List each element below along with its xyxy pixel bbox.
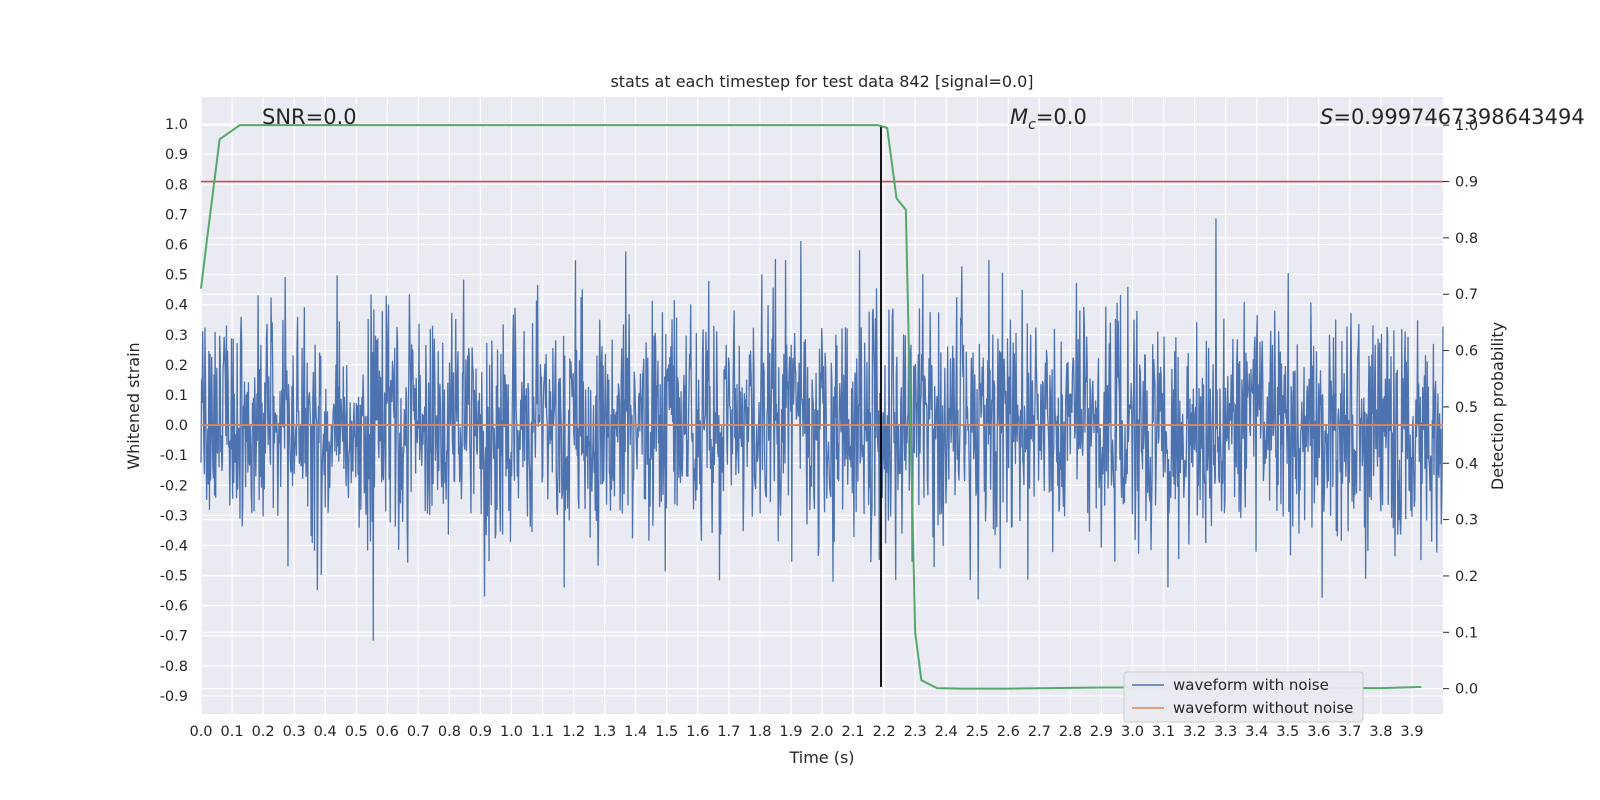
x-tick-label: 1.4: [624, 724, 647, 740]
legend-label-clean: waveform without noise: [1173, 699, 1353, 717]
y2-tick-label: 0.2: [1455, 569, 1478, 585]
y-tick-label: 0.6: [165, 237, 188, 253]
x-tick-label: 1.9: [779, 724, 802, 740]
x-tick-label: 0.9: [469, 724, 492, 740]
x-tick-label: 2.2: [873, 724, 896, 740]
y-tick-label: -0.1: [160, 448, 188, 464]
mc-subscript: c: [1028, 117, 1036, 133]
y-tick-label: 0.2: [165, 358, 188, 374]
x-tick-label: 0.4: [314, 724, 337, 740]
y-tick-label: 0.9: [165, 147, 188, 163]
y-tick-label: -0.4: [160, 538, 188, 554]
y-tick-label: 0.0: [165, 418, 188, 434]
x-tick-label: 1.7: [717, 724, 740, 740]
x-tick-label: 0.2: [252, 724, 275, 740]
y-tick-label: 0.4: [165, 298, 188, 314]
x-tick-label: 3.6: [1307, 724, 1330, 740]
x-axis-label: Time (s): [788, 748, 854, 767]
x-tick-label: 3.1: [1152, 724, 1175, 740]
x-tick-label: 2.8: [1059, 724, 1082, 740]
y2-tick-label: 0.5: [1455, 400, 1478, 416]
y-tick-label: 0.5: [165, 268, 188, 284]
y2-tick-label: 0.0: [1455, 682, 1478, 698]
x-tick-label: 2.3: [904, 724, 927, 740]
y-tick-label: -0.7: [160, 629, 188, 645]
x-tick-label: 3.8: [1369, 724, 1392, 740]
x-tick-label: 2.0: [810, 724, 833, 740]
x-tick-label: 0.7: [407, 724, 430, 740]
x-tick-label: 1.3: [593, 724, 616, 740]
x-tick-label: 0.8: [438, 724, 461, 740]
x-tick-label: 3.9: [1400, 724, 1423, 740]
x-tick-label: 1.5: [655, 724, 678, 740]
y-tick-label: -0.6: [160, 599, 188, 615]
y2-tick-label: 0.4: [1455, 456, 1478, 472]
x-tick-label: 0.5: [345, 724, 368, 740]
y-tick-label: 0.1: [165, 388, 188, 404]
x-tick-label: 2.6: [997, 724, 1020, 740]
x-tick-label: 3.3: [1214, 724, 1237, 740]
x-tick-labels: 0.0 0.1 0.2 0.3 0.4 0.5 0.6 0.7 0.8 0.9 1.0 1.1 1.2 1…: [189, 724, 1423, 740]
s-symbol: S: [1320, 105, 1333, 129]
y2-tick-label: 0.1: [1455, 625, 1478, 641]
y2-tick-label: 0.6: [1455, 344, 1478, 360]
x-tick-label: 3.2: [1183, 724, 1206, 740]
x-tick-label: 3.0: [1121, 724, 1144, 740]
y-tick-label: 1.0: [165, 117, 188, 133]
waveform-with-noise-line: [200, 218, 1444, 641]
x-tick-label: 2.4: [935, 724, 958, 740]
mc-annotation: Mc=0.0: [1010, 105, 1087, 133]
x-tick-label: 3.7: [1338, 724, 1361, 740]
snr-annotation: SNR=0.0: [262, 105, 357, 129]
x-tick-label: 3.5: [1276, 724, 1299, 740]
x-tick-label: 0.0: [189, 724, 212, 740]
mc-symbol: M: [1010, 105, 1028, 129]
x-tick-label: 2.9: [1090, 724, 1113, 740]
y2-tick-label: 0.9: [1455, 175, 1478, 191]
x-tick-label: 2.7: [1028, 724, 1051, 740]
x-tick-label: 2.1: [842, 724, 865, 740]
s-annotation: S=0.9997467398643494: [1320, 105, 1585, 129]
y-tick-label: -0.3: [160, 508, 188, 524]
legend-label-noise: waveform with noise: [1173, 676, 1329, 694]
y2-axis-label: Detection probability: [1488, 322, 1507, 490]
legend: waveform with noise waveform without noi…: [1123, 671, 1364, 723]
x-tick-label: 1.2: [562, 724, 585, 740]
x-tick-label: 0.6: [376, 724, 399, 740]
y2-tick-labels: 1.0 0.9 0.8 0.7 0.6 0.5 0.4 0.3 0.2 0.1 0.0: [1443, 118, 1478, 698]
x-tick-label: 2.5: [966, 724, 989, 740]
mc-value: =0.0: [1036, 105, 1087, 129]
x-tick-label: 1.8: [748, 724, 771, 740]
y2-tick-label: 0.8: [1455, 231, 1478, 247]
legend-box: [1123, 671, 1364, 723]
chart-title: stats at each timestep for test data 842…: [610, 72, 1033, 91]
x-tick-label: 1.6: [686, 724, 709, 740]
x-tick-label: 0.1: [221, 724, 244, 740]
x-tick-label: 0.3: [283, 724, 306, 740]
y-tick-label: 0.3: [165, 328, 188, 344]
y2-tick-label: 0.7: [1455, 287, 1478, 303]
s-value: =0.9997467398643494: [1333, 105, 1584, 129]
y2-tick-label: 0.3: [1455, 513, 1478, 529]
y-tick-label: -0.5: [160, 569, 188, 585]
y-tick-label: -0.2: [160, 478, 188, 494]
y-tick-label: -0.9: [160, 689, 188, 705]
y-tick-label: 0.8: [165, 177, 188, 193]
x-tick-label: 1.1: [531, 724, 554, 740]
y-axis-label: Whitened strain: [124, 342, 143, 469]
x-tick-label: 3.4: [1245, 724, 1268, 740]
x-tick-label: 1.0: [500, 724, 523, 740]
series-waveform-with-noise: [200, 218, 1444, 641]
y-tick-labels: 1.0 0.9 0.8 0.7 0.6 0.5 0.4 0.3 0.2 0.1 0.0 -0.1 -0.…: [160, 117, 188, 705]
y-tick-label: 0.7: [165, 207, 188, 223]
y2-tick-label: 1.0: [1455, 118, 1478, 134]
y-tick-label: -0.8: [160, 659, 188, 675]
